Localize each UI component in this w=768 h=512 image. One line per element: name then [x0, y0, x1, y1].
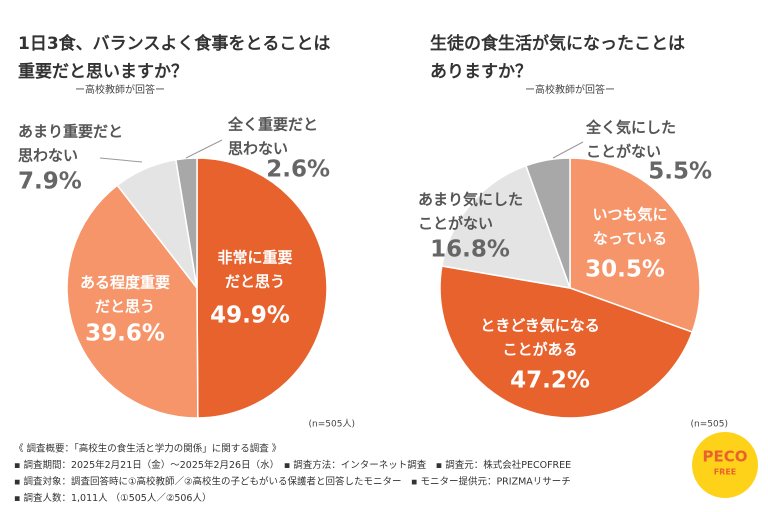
slice-label: あまり重要だと	[18, 123, 123, 141]
logo-badge	[692, 432, 758, 498]
pie-slice	[440, 164, 572, 289]
slice-label: 思わない	[228, 140, 288, 158]
logo-text: FREE	[714, 468, 737, 477]
value-label: 7.9%	[18, 169, 82, 195]
slice-label: だと思う	[225, 273, 285, 291]
slice-label: あまり気にした	[418, 191, 523, 209]
logo: PECO FREE	[692, 432, 758, 498]
survey-note: ▪ 調査期間：2025年2月21日（金）〜2025年2月26日（水） ▪ 調査方…	[14, 459, 571, 471]
pie-slice	[66, 184, 199, 419]
value-label: 39.6%	[85, 321, 165, 347]
survey-note: 《 調査概要：「高校生の食生活と学力の関係」に関する調査 》	[14, 443, 281, 455]
survey-note: ▪ 調査対象：調査回答時に①高校教師／②高校生の子どもがいる保護者と回答したモニ…	[14, 476, 571, 488]
chart-title: 重要だと思いますか？	[18, 61, 188, 82]
slice-label: 非常に重要	[217, 249, 292, 267]
slice-label: 全く重要だと	[227, 116, 318, 134]
chart-title: 生徒の食生活が気になったことは	[430, 33, 685, 54]
slice-label: 全く気にした	[585, 119, 676, 137]
chart-subtitle: ー高校教師が回答ー	[525, 83, 615, 96]
value-label: 30.5%	[585, 257, 665, 283]
pie-slice	[174, 157, 198, 289]
logo-text: PECO	[703, 448, 748, 466]
slice-label: 思わない	[18, 147, 78, 165]
pie-slice	[569, 157, 701, 333]
value-label: 47.2%	[510, 368, 590, 394]
chart-title: ありますか？	[430, 62, 532, 82]
chart-title: 1日3食、バランスよく食事をとることは	[18, 33, 330, 54]
leader-line	[552, 141, 584, 159]
value-label: 49.9%	[210, 303, 290, 329]
slice-label: ことがない	[586, 143, 661, 161]
slice-label: だと思う	[95, 298, 155, 316]
pie-slice	[525, 157, 571, 289]
value-label: 5.5%	[648, 159, 712, 185]
value-label: 16.8%	[430, 237, 510, 263]
leader-line	[99, 157, 143, 163]
slice-label: なっている	[593, 230, 667, 248]
value-label: 2.6%	[266, 157, 330, 183]
pie-slice	[439, 265, 694, 419]
chart-subtitle: ー高校教師が回答ー	[75, 83, 165, 96]
sample-note: (n=505人)	[309, 419, 355, 430]
slice-label: ことがない	[418, 215, 493, 233]
survey-note: ▪ 調査人数：1,011人 （①505人／②506人）	[14, 492, 211, 504]
slice-label: ある程度重要	[80, 274, 170, 292]
slice-label: ときどき気になる	[480, 317, 600, 335]
slice-label: いつも気に	[592, 206, 667, 224]
pie-slice	[196, 157, 328, 419]
leader-line	[185, 139, 223, 159]
sample-note: (n=505)	[691, 420, 728, 430]
slice-label: ことがある	[502, 341, 577, 359]
